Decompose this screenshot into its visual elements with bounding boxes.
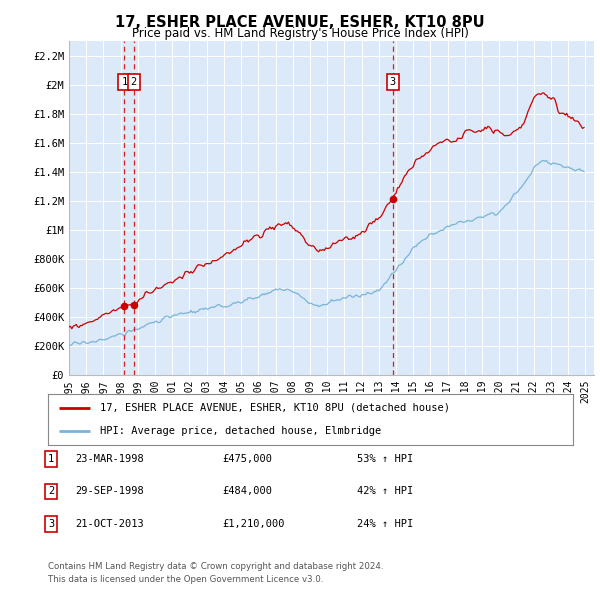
- Text: 1: 1: [48, 454, 54, 464]
- Text: 21-OCT-2013: 21-OCT-2013: [75, 519, 144, 529]
- Text: £1,210,000: £1,210,000: [222, 519, 284, 529]
- Text: 29-SEP-1998: 29-SEP-1998: [75, 487, 144, 496]
- Text: Price paid vs. HM Land Registry's House Price Index (HPI): Price paid vs. HM Land Registry's House …: [131, 27, 469, 40]
- Text: 2: 2: [130, 77, 137, 87]
- Text: This data is licensed under the Open Government Licence v3.0.: This data is licensed under the Open Gov…: [48, 575, 323, 584]
- Text: HPI: Average price, detached house, Elmbridge: HPI: Average price, detached house, Elmb…: [101, 427, 382, 437]
- Text: 23-MAR-1998: 23-MAR-1998: [75, 454, 144, 464]
- Text: 3: 3: [48, 519, 54, 529]
- Text: Contains HM Land Registry data © Crown copyright and database right 2024.: Contains HM Land Registry data © Crown c…: [48, 562, 383, 571]
- Text: 42% ↑ HPI: 42% ↑ HPI: [357, 487, 413, 496]
- Text: 3: 3: [389, 77, 396, 87]
- Text: £484,000: £484,000: [222, 487, 272, 496]
- Text: 17, ESHER PLACE AVENUE, ESHER, KT10 8PU: 17, ESHER PLACE AVENUE, ESHER, KT10 8PU: [115, 15, 485, 30]
- Text: £475,000: £475,000: [222, 454, 272, 464]
- Text: 2: 2: [48, 487, 54, 496]
- Text: 17, ESHER PLACE AVENUE, ESHER, KT10 8PU (detached house): 17, ESHER PLACE AVENUE, ESHER, KT10 8PU …: [101, 402, 451, 412]
- Text: 24% ↑ HPI: 24% ↑ HPI: [357, 519, 413, 529]
- Text: 1: 1: [121, 77, 128, 87]
- Text: 53% ↑ HPI: 53% ↑ HPI: [357, 454, 413, 464]
